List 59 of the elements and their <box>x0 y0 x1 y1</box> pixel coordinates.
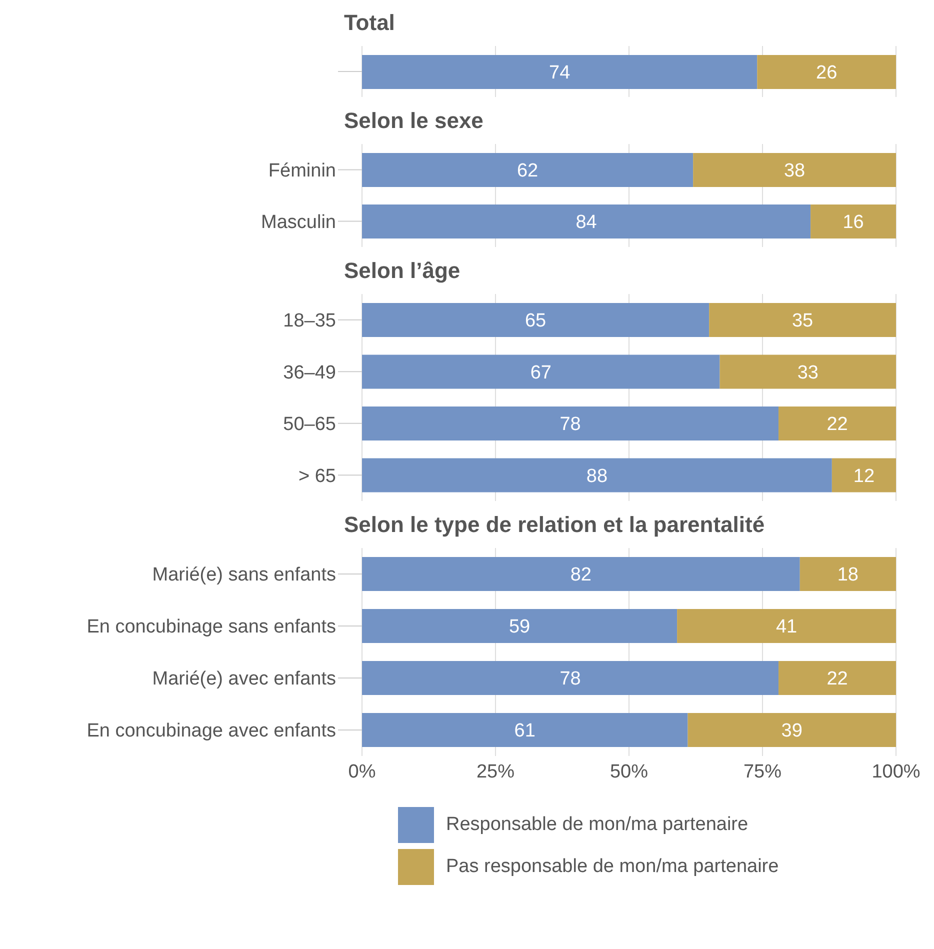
data-label: 82 <box>570 564 592 586</box>
data-label: 41 <box>776 616 798 638</box>
x-tick-label: 0% <box>348 761 376 782</box>
data-label: 22 <box>826 414 848 436</box>
data-label: 12 <box>853 466 875 487</box>
data-label: 74 <box>549 62 571 84</box>
bar <box>688 713 896 747</box>
y-tick-label: 18–35 <box>283 310 336 332</box>
legend-label: Responsable de mon/ma partenaire <box>446 814 748 836</box>
data-label: 88 <box>586 466 608 487</box>
data-label: 16 <box>842 212 864 234</box>
y-tick-label: Masculin <box>261 212 336 233</box>
x-tick-label: 25% <box>476 761 515 782</box>
bar <box>362 661 779 695</box>
data-label: 65 <box>524 310 546 332</box>
bar <box>720 354 896 389</box>
y-tick-label: Marié(e) avec enfants <box>152 668 336 690</box>
data-label: 35 <box>792 310 814 332</box>
data-label: 62 <box>516 160 538 182</box>
chart-title: Selon le type de relation et la parentalité <box>343 511 766 539</box>
data-label: 61 <box>514 720 536 742</box>
bar <box>362 713 688 747</box>
x-tick-label: 75% <box>743 761 782 782</box>
x-tick-label: 100% <box>872 761 920 782</box>
y-tick-label: En concubinage avec enfants <box>86 720 336 742</box>
y-tick-label: 50–65 <box>283 414 336 436</box>
data-label: 26 <box>816 62 838 84</box>
y-tick-label: En concubinage sans enfants <box>86 616 336 638</box>
data-label: 84 <box>576 212 598 234</box>
bar <box>362 458 832 492</box>
bar <box>709 303 896 337</box>
y-tick-label: 36–49 <box>283 362 336 384</box>
data-label: 78 <box>560 414 581 436</box>
bar <box>778 406 896 440</box>
data-label: 22 <box>826 668 848 690</box>
y-tick-label: Féminin <box>268 160 336 182</box>
bar <box>362 557 800 591</box>
data-label: 78 <box>560 668 581 690</box>
x-tick-label: 50% <box>610 761 648 782</box>
bar <box>677 609 896 643</box>
bar <box>362 406 779 440</box>
y-tick-label: Marié(e) sans enfants <box>152 564 336 586</box>
bar <box>362 354 720 389</box>
data-label: 39 <box>781 720 802 742</box>
bar <box>778 661 896 695</box>
chart-title: Selon l’âge <box>343 257 462 285</box>
chart-title: Total <box>343 9 396 37</box>
bar <box>362 303 710 337</box>
legend-label: Pas responsable de mon/ma partenaire <box>446 856 779 878</box>
data-label: 18 <box>837 564 859 586</box>
data-label: 59 <box>508 616 530 638</box>
data-label: 33 <box>797 362 818 384</box>
data-label: 38 <box>784 160 806 182</box>
bar <box>832 458 896 492</box>
bar <box>362 609 678 643</box>
chart-title: Selon le sexe <box>343 107 484 135</box>
bar <box>800 557 896 591</box>
y-tick-label: > 65 <box>298 466 336 487</box>
data-label: 67 <box>530 362 552 384</box>
